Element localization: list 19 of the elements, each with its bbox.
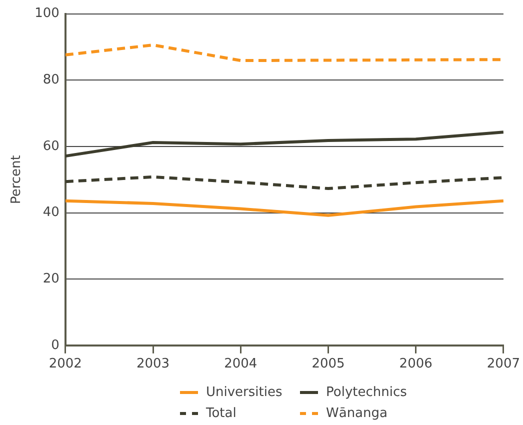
y-tick-label: 100: [34, 6, 60, 22]
x-tick-label: 2004: [224, 356, 258, 372]
y-tick-label: 20: [42, 271, 60, 286]
y-tick-label: 80: [42, 72, 60, 88]
x-tick-label: 2005: [312, 356, 345, 372]
x-tick-label: 2003: [136, 356, 170, 372]
x-tick-label: 2006: [399, 356, 432, 372]
y-tick-label: 60: [42, 138, 60, 154]
x-tick-label: 2002: [48, 356, 82, 372]
line-series: [65, 43, 504, 62]
x-tick-label: 2007: [486, 356, 520, 372]
legend-label: Polytechnics: [326, 385, 407, 400]
legend-label: Universities: [206, 385, 282, 400]
y-tick-label: 0: [51, 338, 60, 353]
line-series: [65, 175, 504, 190]
legend-label: Wānanga: [326, 406, 388, 421]
legend-label: Total: [206, 406, 236, 421]
y-tick-label: 40: [42, 205, 60, 220]
y-axis-title: Percent: [9, 155, 24, 204]
